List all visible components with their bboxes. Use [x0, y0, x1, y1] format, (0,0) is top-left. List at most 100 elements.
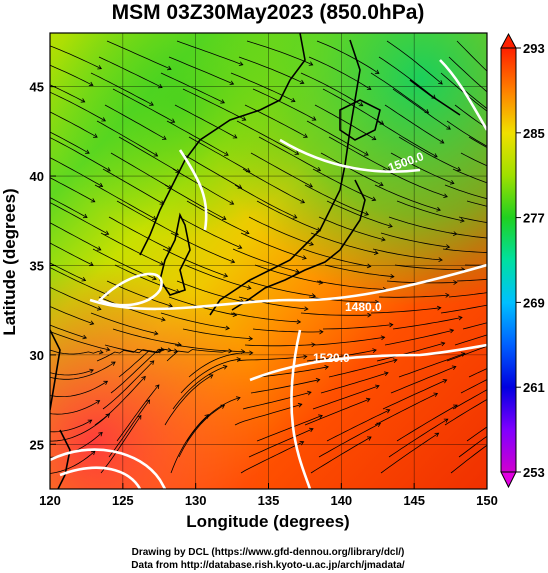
streamline-arrow — [160, 347, 165, 352]
streamline — [166, 349, 232, 362]
y-axis-label: Latitude (degrees) — [0, 188, 19, 335]
streamline-arrow — [152, 275, 157, 281]
streamline — [456, 40, 487, 72]
streamline-arrow — [438, 257, 443, 263]
streamline — [244, 104, 308, 138]
contour-1520 — [249, 343, 487, 382]
streamline-arrow — [438, 80, 443, 85]
streamline-arrow — [304, 306, 309, 312]
contour-north-west — [178, 149, 208, 231]
streamline-arrow — [446, 125, 451, 130]
streamline-arrow — [366, 263, 372, 269]
streamline-arrow — [249, 350, 254, 356]
streamlines — [50, 40, 529, 474]
streamline-arrow — [153, 152, 159, 157]
streamline — [176, 280, 244, 303]
streamline-arrow — [294, 150, 300, 155]
streamline — [50, 267, 109, 296]
streamline — [448, 56, 487, 93]
streamline-arrow — [98, 349, 104, 355]
streamline-arrow — [392, 358, 398, 363]
streamline-arrow — [453, 404, 458, 409]
streamline — [390, 152, 455, 184]
streamline — [312, 168, 376, 201]
streamline — [160, 72, 225, 104]
streamline — [256, 200, 321, 232]
colorbar-tick-label: 269 — [523, 295, 545, 310]
y-tick-label: 40 — [30, 169, 44, 184]
contour-closed-low — [97, 272, 163, 307]
streamline-arrow — [104, 230, 110, 235]
streamline — [326, 200, 393, 227]
streamline-arrow — [96, 306, 102, 311]
streamline-arrow — [319, 329, 324, 335]
streamline-arrow — [300, 199, 306, 204]
colorbar-tick-label: 293 — [523, 41, 545, 56]
streamline — [160, 312, 230, 329]
streamline-arrow — [371, 196, 377, 202]
y-axis-ticks: 25 30 35 40 45 — [30, 80, 56, 452]
streamline-arrow — [204, 414, 210, 419]
streamline — [460, 152, 487, 167]
contour-label-1480: 1480.0 — [345, 300, 382, 314]
streamline-arrow — [229, 200, 235, 205]
streamline — [230, 72, 296, 102]
streamline — [388, 216, 457, 235]
streamline-arrow — [230, 258, 236, 264]
streamline-arrow — [236, 357, 242, 362]
streamline — [392, 317, 463, 330]
streamline — [238, 56, 304, 84]
streamline-arrow — [295, 268, 300, 274]
streamline — [50, 331, 110, 351]
streamline-arrow — [80, 98, 86, 103]
streamline-arrow — [229, 80, 235, 85]
streamline-arrow — [299, 440, 305, 446]
streamline — [164, 374, 214, 426]
streamline — [50, 242, 94, 266]
streamline — [166, 120, 229, 156]
streamline — [230, 312, 301, 323]
streamline — [238, 296, 308, 310]
streamline-arrow — [366, 436, 372, 441]
streamline-arrow — [89, 368, 94, 374]
streamline — [244, 344, 316, 347]
streamline-arrow — [98, 182, 104, 187]
streamline-arrow — [170, 118, 176, 123]
streamline — [300, 72, 364, 107]
streamline — [394, 264, 465, 271]
streamline — [240, 441, 304, 474]
streamline-arrow — [296, 319, 302, 325]
streamline-arrow — [318, 414, 323, 419]
streamline — [382, 168, 448, 198]
streamline — [258, 136, 321, 171]
streamline — [50, 137, 111, 172]
streamline-arrow — [358, 102, 364, 107]
streamline — [100, 415, 142, 474]
streamline-arrow — [160, 317, 166, 322]
streamline — [302, 248, 371, 267]
x-axis-label: Longitude (degrees) — [186, 512, 349, 531]
streamline — [50, 91, 106, 122]
streamline-arrow — [149, 101, 154, 106]
streamline — [112, 88, 175, 123]
streamline-arrow — [525, 225, 529, 229]
streamline — [370, 307, 441, 314]
streamline — [246, 280, 316, 297]
streamline — [170, 414, 209, 474]
streamline — [232, 248, 300, 273]
streamline — [182, 328, 253, 340]
streamline — [390, 366, 456, 394]
contour-1500 — [279, 138, 421, 173]
streamline-arrow — [371, 135, 377, 141]
streamline — [446, 120, 487, 147]
y-tick-label: 30 — [30, 348, 44, 363]
china-coast-south — [50, 329, 61, 411]
streamline-arrow — [137, 414, 142, 420]
streamline-arrow — [311, 342, 316, 348]
streamline-arrow — [232, 134, 238, 139]
streamline-arrow — [82, 213, 88, 219]
streamline-arrow — [220, 99, 226, 104]
streamline — [112, 328, 182, 346]
credit-data: Data from http://database.rish.kyoto-u.a… — [131, 560, 405, 571]
